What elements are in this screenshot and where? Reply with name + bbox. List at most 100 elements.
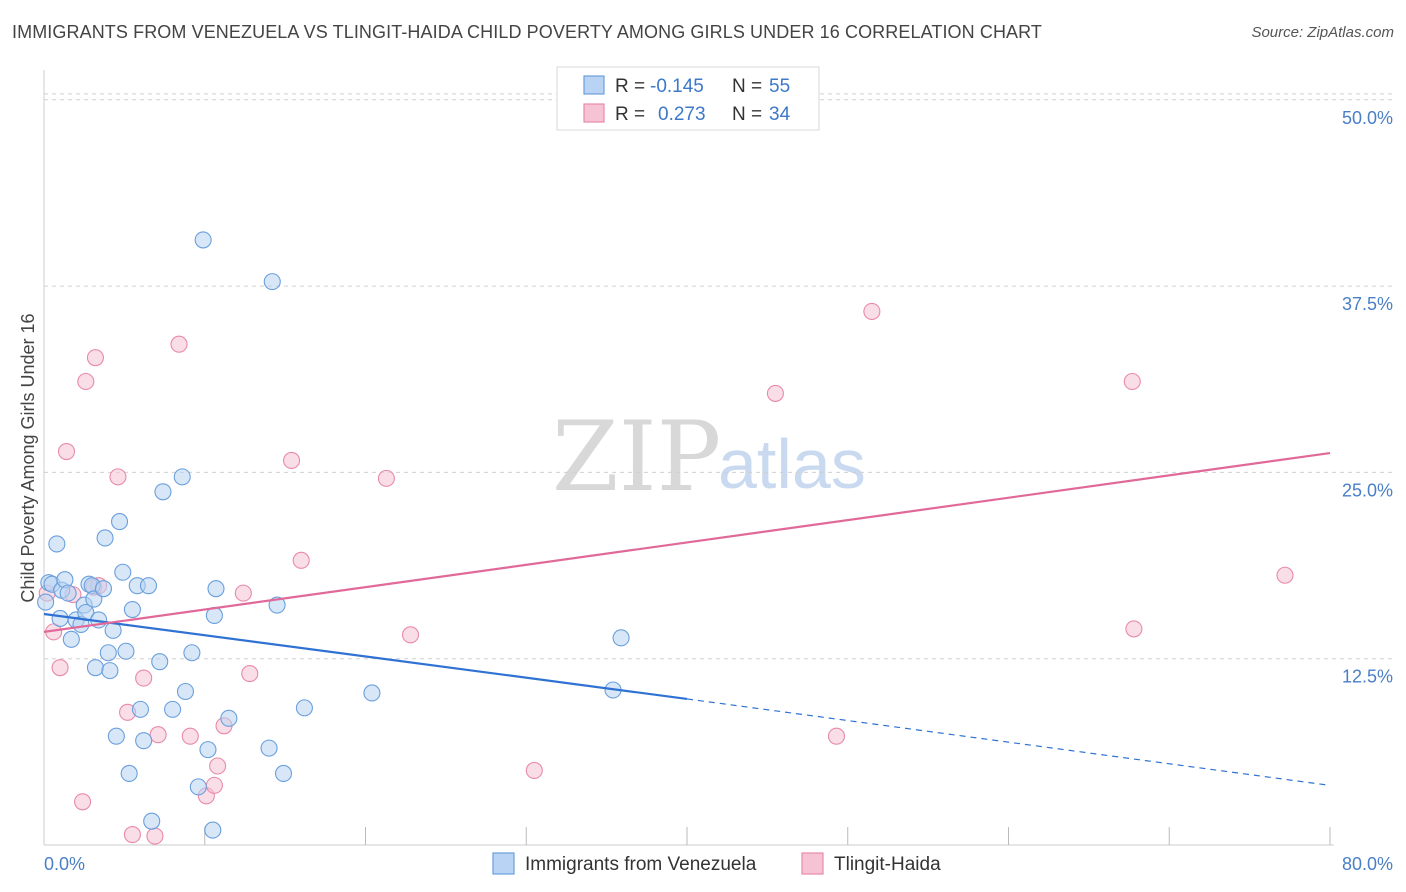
point-venezuela [207,580,225,598]
point-tlingit-haida [863,302,881,320]
point-venezuela [204,821,222,839]
y-tick-label: 50.0% [1342,108,1393,128]
point-venezuela [143,812,161,830]
point-venezuela [101,662,119,680]
point-venezuela [183,644,201,662]
point-venezuela [612,629,630,647]
point-venezuela [135,732,153,750]
correlation-legend: R = -0.145 N = 55 R = 0.273 N = 34 [556,66,820,131]
watermark: ZIP atlas [552,401,866,513]
point-tlingit-haida [766,384,784,402]
watermark-zip: ZIP [552,401,721,513]
point-tlingit-haida [123,826,141,844]
point-venezuela [220,709,238,727]
point-venezuela [85,590,103,608]
series-swatch-venezuela [492,852,515,875]
series-swatch-tlingit [801,852,824,875]
point-tlingit-haida [109,468,127,486]
point-tlingit-haida [1125,620,1143,638]
data-points [37,88,1294,845]
point-tlingit-haida [149,726,167,744]
point-venezuela [59,584,77,602]
point-venezuela [62,630,80,648]
point-tlingit-haida [57,442,76,461]
trend-line-tlingit-haida [43,451,1331,633]
point-venezuela [263,273,281,291]
legend-swatch-blue [583,75,605,95]
point-venezuela [173,468,191,486]
legend-r-label-pink: R = [615,104,645,125]
point-tlingit-haida [827,727,846,745]
point-venezuela [194,231,212,249]
point-venezuela [86,659,104,677]
series-label-venezuela: Immigrants from Venezuela [525,854,757,875]
point-venezuela [131,700,149,718]
point-tlingit-haida [77,372,95,391]
series-legend: Immigrants from Venezuela Tlingit-Haida [492,852,941,875]
y-tick-label: 25.0% [1342,480,1393,500]
point-tlingit-haida [135,669,153,687]
point-tlingit-haida [234,584,252,602]
point-venezuela [260,739,278,757]
point-venezuela [199,741,217,759]
point-tlingit-haida [283,451,301,470]
point-tlingit-haida [377,469,395,487]
series-label-tlingit: Tlingit-Haida [834,854,941,875]
legend-r-value-pink: 0.273 [658,104,706,125]
point-venezuela [363,684,381,702]
point-tlingit-haida [241,665,259,683]
legend-r-label-blue: R = [615,76,645,97]
y-axis-ticks: 12.5% 25.0% 37.5% 50.0% [1342,108,1393,687]
point-tlingit-haida [205,776,223,794]
x-tick-label-min: 0.0% [44,854,85,874]
y-tick-label: 37.5% [1342,294,1393,314]
point-tlingit-haida [74,793,92,811]
point-venezuela [114,563,132,581]
watermark-atlas: atlas [718,425,866,503]
point-venezuela [164,700,182,718]
axes [43,70,1334,846]
point-tlingit-haida [170,335,188,353]
point-tlingit-haida [51,659,69,677]
chart-title: IMMIGRANTS FROM VENEZUELA VS TLINGIT-HAI… [12,22,1043,42]
point-venezuela [154,483,172,501]
legend-n-value-blue: 55 [769,76,790,97]
point-venezuela [274,764,293,783]
trend-line-venezuela-extension [686,698,1331,786]
point-venezuela [139,577,158,595]
point-venezuela [107,727,125,745]
point-venezuela [37,593,55,611]
point-tlingit-haida [146,827,164,845]
legend-n-value-pink: 34 [769,104,791,125]
y-axis-label: Child Poverty Among Girls Under 16 [18,313,38,602]
x-tick-label-max: 80.0% [1342,854,1393,874]
point-venezuela [123,600,141,619]
y-tick-label: 12.5% [1342,667,1393,687]
point-tlingit-haida [181,727,199,745]
point-venezuela [96,529,114,547]
legend-n-label-blue: N = [732,76,762,97]
point-tlingit-haida [209,757,227,775]
trend-line-venezuela [43,612,688,701]
point-venezuela [151,653,169,671]
point-tlingit-haida [401,626,420,644]
point-venezuela [99,644,117,662]
point-venezuela [176,682,195,701]
point-venezuela [189,778,207,796]
legend-r-value-blue: -0.145 [650,76,704,97]
point-venezuela [48,535,66,553]
source-credit: Source: ZipAtlas.com [1251,24,1394,41]
point-tlingit-haida [292,551,310,569]
trend-lines [43,451,1331,786]
point-venezuela [94,580,113,598]
point-venezuela [111,513,129,531]
point-tlingit-haida [86,349,104,367]
point-venezuela [295,699,313,717]
legend-n-label-pink: N = [732,104,762,125]
point-tlingit-haida [1123,372,1141,391]
point-tlingit-haida [525,761,543,780]
point-venezuela [117,642,135,660]
point-tlingit-haida [1276,566,1294,584]
point-venezuela [51,609,69,628]
